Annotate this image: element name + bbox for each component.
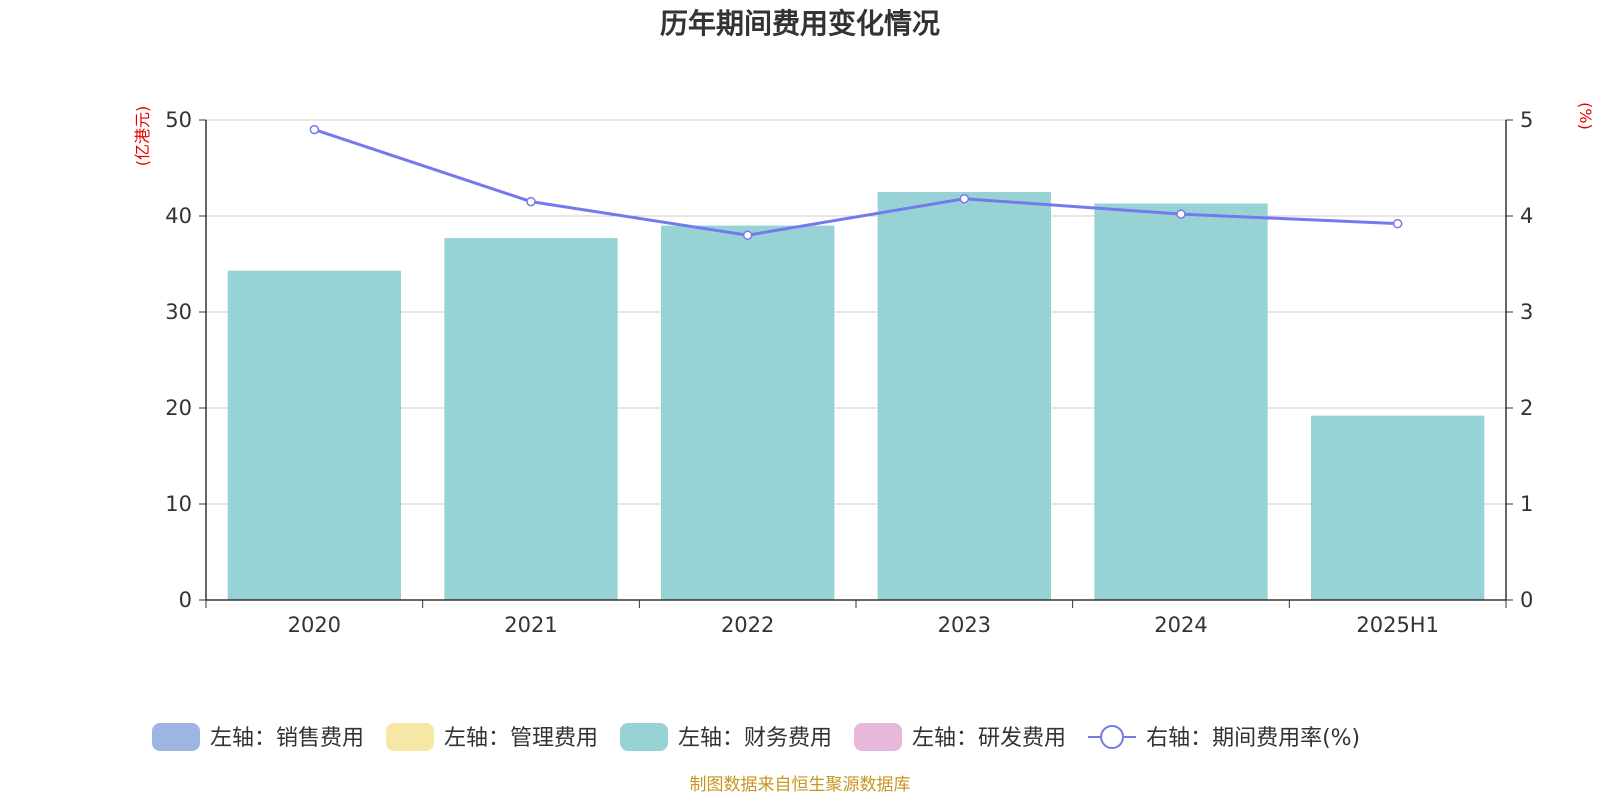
- right-axis-tick-label: 5: [1520, 108, 1533, 132]
- left-axis-tick-label: 10: [165, 492, 192, 516]
- left-axis-tick-label: 30: [165, 300, 192, 324]
- legend[interactable]: 左轴：销售费用 左轴：管理费用 左轴：财务费用 左轴：研发费用 右轴：期间费用率(%): [152, 723, 1360, 751]
- rate-line: [309, 124, 1403, 240]
- line-point[interactable]: [742, 230, 753, 240]
- x-axis-tick-label: 2023: [938, 613, 991, 637]
- line-series: [313, 128, 1398, 237]
- x-axis-tick-label: 2020: [288, 613, 341, 637]
- bar[interactable]: [1094, 203, 1268, 600]
- legend-swatch[interactable]: [386, 723, 435, 751]
- data-source-note: 制图数据来自恒生聚源数据库: [690, 775, 911, 795]
- legend-label[interactable]: 左轴：研发费用: [912, 726, 1066, 751]
- x-axis-tick-label: 2022: [721, 613, 774, 637]
- right-axis-tick-label: 0: [1520, 588, 1533, 612]
- legend-label[interactable]: 左轴：销售费用: [210, 726, 364, 751]
- legend-swatch[interactable]: [152, 723, 200, 751]
- line-point[interactable]: [1176, 209, 1186, 219]
- legend-label[interactable]: 右轴：期间费用率(%): [1146, 726, 1360, 751]
- line-point[interactable]: [309, 124, 320, 135]
- bar[interactable]: [1311, 415, 1485, 600]
- right-axis-tick-label: 1: [1520, 492, 1533, 516]
- legend-swatch[interactable]: [620, 723, 669, 751]
- bar[interactable]: [444, 238, 618, 600]
- left-axis-tick-label: 50: [165, 108, 192, 132]
- right-axis-tick-label: 3: [1520, 300, 1533, 324]
- bar[interactable]: [877, 192, 1051, 600]
- right-axis-unit: (%): [1576, 102, 1595, 130]
- x-axis-tick-label: 2024: [1154, 613, 1207, 637]
- legend-label[interactable]: 左轴：管理费用: [444, 726, 598, 751]
- gridlines: [206, 119, 1506, 505]
- x-axis-tick-label: 2025H1: [1356, 613, 1439, 637]
- left-axis-unit: (亿港元): [133, 106, 152, 167]
- legend-label[interactable]: 左轴：财务费用: [678, 726, 832, 751]
- line-point[interactable]: [1392, 218, 1403, 229]
- bars: [227, 192, 1485, 600]
- line-point[interactable]: [526, 196, 536, 207]
- left-axis-tick-label: 40: [165, 204, 192, 228]
- legend-swatch[interactable]: [854, 723, 903, 751]
- axes: 0 10 20 30 40 50 0 1 2 3 4 5 2020 2021 2022 2023 2024 202…: [165, 108, 1533, 637]
- bar[interactable]: [661, 225, 835, 600]
- right-axis-tick-label: 2: [1520, 396, 1533, 420]
- bar[interactable]: [227, 270, 401, 600]
- right-axis-tick-label: 4: [1520, 204, 1533, 228]
- left-axis-tick-label: 0: [179, 588, 192, 612]
- line-point[interactable]: [959, 193, 970, 204]
- legend-marker[interactable]: [1100, 725, 1125, 749]
- left-axis-tick-label: 20: [165, 396, 192, 420]
- x-axis-tick-label: 2021: [504, 613, 557, 637]
- chart-title: 历年期间费用变化情况: [660, 7, 940, 40]
